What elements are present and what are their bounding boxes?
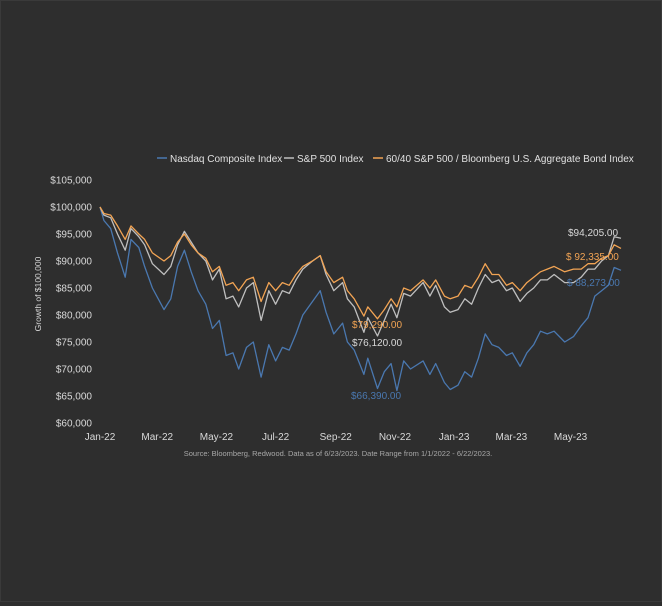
x-tick-label: Nov-22	[379, 432, 412, 443]
value-annotation: $94,205.00	[568, 228, 618, 239]
value-annotation: $66,390.00	[351, 391, 401, 402]
y-tick-label: $70,000	[56, 365, 93, 376]
legend-label: S&P 500 Index	[297, 154, 364, 165]
legend-label: 60/40 S&P 500 / Bloomberg U.S. Aggregate…	[386, 154, 634, 165]
y-tick-label: $105,000	[50, 176, 92, 187]
x-tick-label: May-23	[554, 432, 588, 443]
x-axis: Jan-22 Mar-22 May-22 Jul-22 Sep-22 Nov-22 Jan-…	[85, 432, 588, 443]
y-tick-label: $80,000	[56, 311, 93, 322]
x-tick-label: Jan-23	[439, 432, 470, 443]
legend: Nasdaq Composite Index S&P 500 Index 60/40…	[157, 154, 634, 165]
x-tick-label: Mar-23	[496, 432, 528, 443]
value-annotation: $79,290.00	[352, 320, 402, 331]
value-annotation: $ 88,273.00	[567, 278, 620, 289]
y-tick-label: $75,000	[56, 338, 93, 349]
x-tick-label: Jan-22	[85, 432, 116, 443]
y-tick-label: $90,000	[56, 257, 93, 268]
annotations: $94,205.00 $ 92,335.00 $ 88,273.00 $79,290.…	[351, 228, 620, 402]
y-tick-label: $100,000	[50, 203, 92, 214]
y-tick-label: $65,000	[56, 392, 93, 403]
x-tick-label: Sep-22	[320, 432, 353, 443]
series-line-1	[99, 206, 622, 337]
source-note: Source: Bloomberg, Redwood. Data as of 6…	[184, 449, 493, 458]
series-line-2	[99, 206, 622, 320]
value-annotation: $76,120.00	[352, 338, 402, 349]
y-axis-label: Growth of $100,000	[33, 256, 43, 331]
plot-lines	[99, 206, 622, 392]
x-tick-label: Jul-22	[262, 432, 290, 443]
legend-label: Nasdaq Composite Index	[170, 154, 282, 165]
y-tick-label: $85,000	[56, 284, 93, 295]
x-tick-label: May-22	[200, 432, 234, 443]
y-tick-label: $60,000	[56, 419, 93, 430]
y-tick-label: $95,000	[56, 230, 93, 241]
x-tick-label: Mar-22	[141, 432, 173, 443]
y-axis: $60,000 $65,000 $70,000 $75,000 $80,000 $85,0…	[50, 176, 92, 430]
value-annotation: $ 92,335.00	[566, 252, 619, 263]
series-line-0	[99, 206, 622, 392]
